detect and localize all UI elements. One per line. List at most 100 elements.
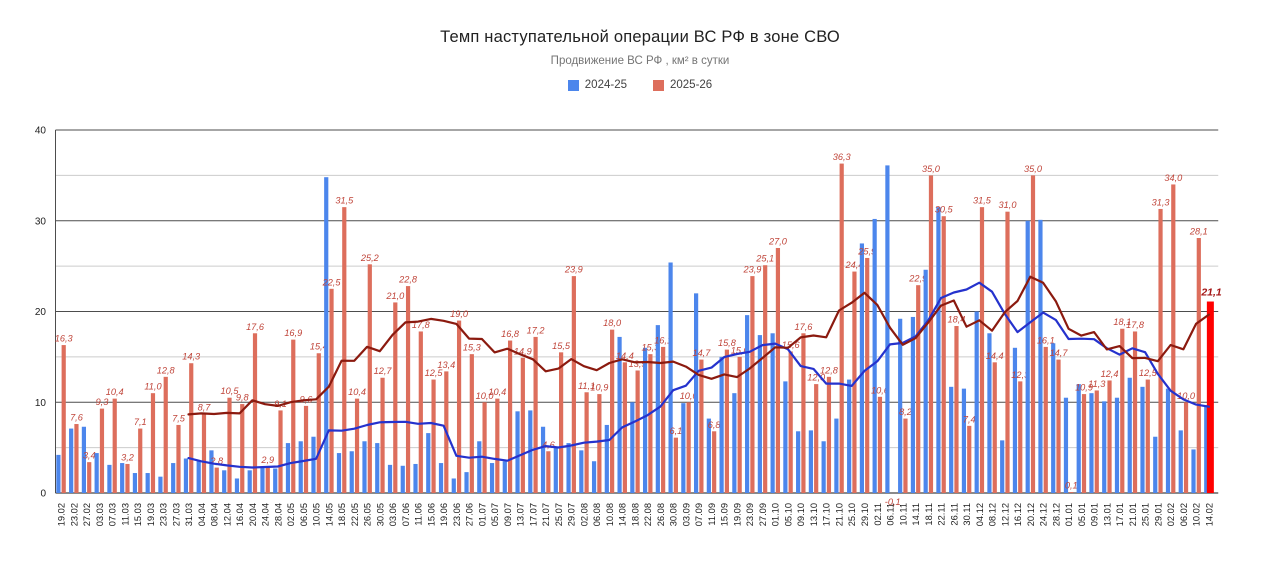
x-axis-tick-label: 09.07	[503, 503, 513, 526]
bar-value-label: 15,0	[731, 345, 750, 355]
bar-value-label: 6,1	[670, 426, 683, 436]
x-axis-tick-label: 06.08	[592, 503, 602, 526]
bar-2024-25	[591, 461, 597, 493]
bar-value-label: 16,3	[55, 334, 74, 344]
bar-2025-26	[354, 398, 360, 493]
bar-2024-25	[69, 428, 74, 493]
x-axis-tick-label: 06.11	[886, 503, 896, 526]
bar-2025-26	[265, 466, 270, 493]
bar-value-label: 23,9	[564, 265, 583, 275]
bar-2025-26	[163, 376, 168, 493]
bar-value-label: 14,4	[616, 351, 634, 361]
legend-label: 2024-25	[584, 79, 627, 91]
x-axis-tick-label: 02.02	[1166, 503, 1176, 526]
bar-value-label: 16,1	[654, 335, 672, 345]
bar-2025-26	[176, 424, 181, 493]
x-axis-tick-label: 19.03	[146, 503, 156, 526]
bar-2025-26	[189, 363, 194, 493]
bar-2025-26	[1030, 175, 1036, 493]
bar-value-label: 10,0	[680, 391, 699, 401]
bar-2025-26	[967, 425, 972, 493]
bar-2024-25	[171, 463, 176, 493]
bar-2024-25	[413, 463, 418, 493]
bar-2025-26	[763, 265, 768, 493]
bar-2025-26	[571, 276, 576, 493]
chart-subtitle: Продвижение ВС РФ , км² в сутки	[550, 55, 730, 67]
bar-2024-25	[438, 463, 444, 493]
x-axis-tick-label: 19.02	[57, 503, 67, 526]
bar-2024-25	[808, 430, 813, 493]
bar-value-label: 15,8	[718, 338, 737, 348]
x-axis-tick-label: 06.02	[1179, 503, 1189, 526]
bar-value-label: 31,0	[999, 200, 1018, 210]
bar-value-label: 14,9	[514, 346, 532, 356]
bar-value-label: 7,5	[172, 413, 186, 423]
x-axis-tick-label: 07.03	[108, 503, 118, 526]
bar-2024-25	[145, 473, 150, 493]
legend-swatch-blue-icon	[567, 79, 579, 91]
bar-2024-25	[298, 441, 303, 493]
bar-2024-25	[375, 443, 380, 493]
bar-value-label: 10,0	[1177, 391, 1196, 401]
bar-value-label: 25,9	[857, 246, 876, 256]
bar-2025-26	[826, 376, 832, 493]
bar-2025-26	[482, 402, 487, 493]
x-axis-tick-label: 14.05	[324, 503, 334, 526]
bar-2024-25	[209, 450, 214, 493]
bar-2025-26	[1145, 379, 1150, 493]
bar-2025-26	[724, 349, 730, 493]
bar-2024-25	[974, 311, 979, 493]
x-axis-tick-label: 26.05	[363, 503, 373, 526]
x-axis-tick-label: 01.07	[477, 503, 487, 526]
bar-value-label: -0,1	[885, 497, 901, 507]
bar-2024-25	[464, 472, 469, 493]
bar-value-label: 25,1	[755, 254, 774, 264]
bar-2025-26	[1171, 184, 1176, 493]
bar-2025-26	[622, 362, 627, 493]
bar-2024-25	[285, 443, 291, 493]
bar-2024-25	[885, 165, 890, 493]
bar-2025-26	[673, 437, 678, 493]
x-axis-tick-label: 20.12	[1026, 503, 1036, 526]
bar-2024-25	[936, 207, 941, 493]
bar-2024-25	[821, 441, 826, 493]
x-axis-tick-label: 27.02	[82, 503, 92, 526]
x-axis-tick-label: 23.03	[159, 503, 169, 526]
x-axis-tick-label: 01.01	[1064, 503, 1074, 526]
x-axis-tick-label: 18.08	[630, 503, 640, 526]
x-axis-tick-label: 17.01	[1115, 503, 1125, 526]
x-axis-tick-label: 26.08	[656, 503, 666, 526]
bar-2025-26	[686, 402, 691, 493]
bar-2025-26	[1005, 211, 1010, 494]
bar-2024-25	[1140, 386, 1145, 493]
bar-2025-26	[954, 326, 959, 493]
bar-2024-25	[732, 393, 737, 493]
x-axis-tick-label: 04.04	[197, 503, 207, 526]
bar-2024-25	[757, 335, 762, 493]
bar-value-label: 15,5	[552, 341, 571, 351]
bar-value-label: 35,0	[922, 164, 941, 174]
y-axis-tick-label: 20	[35, 307, 47, 318]
bar-2024-25	[247, 470, 252, 493]
bar-2025-26	[1043, 346, 1048, 493]
bar-2024-25	[847, 379, 852, 493]
bar-value-label: 17,2	[527, 325, 545, 335]
bar-2025-26	[865, 257, 870, 493]
bar-2024-25	[1076, 384, 1081, 493]
x-axis-tick-label: 10.11	[898, 503, 908, 526]
bar-2024-25	[260, 467, 265, 493]
bar-value-label: 14,7	[692, 348, 711, 358]
bar-2024-25	[387, 464, 393, 493]
x-axis-tick-label: 21.01	[1128, 503, 1138, 526]
x-axis-tick-label: 28.12	[1051, 503, 1061, 526]
bar-2024-25	[681, 403, 686, 493]
bar-2024-25	[1165, 388, 1171, 493]
bar-2025-26-current	[1206, 301, 1214, 493]
bar-2025-26	[750, 276, 755, 493]
bar-2025-26	[788, 351, 793, 493]
bar-2025-26	[737, 356, 742, 493]
bar-2024-25	[426, 433, 431, 493]
bar-value-label: 16,8	[501, 329, 520, 339]
bar-value-label: 15,4	[310, 342, 328, 352]
bar-2024-25	[923, 269, 928, 493]
